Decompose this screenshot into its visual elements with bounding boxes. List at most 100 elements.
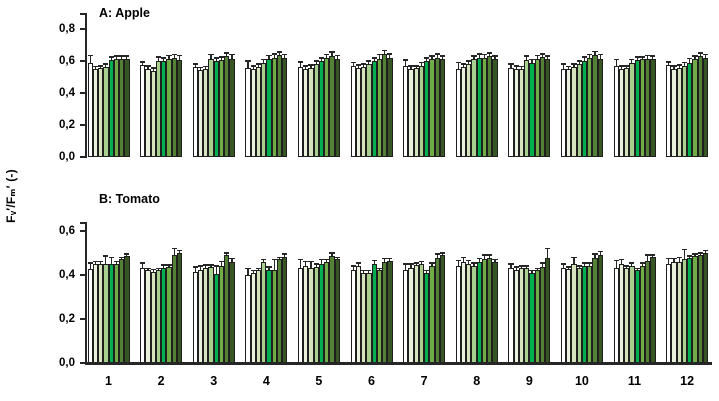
y-tick-mark bbox=[80, 362, 86, 364]
error-bar-cap bbox=[171, 53, 177, 56]
error-bar-cap bbox=[613, 259, 619, 262]
error-bar-cap bbox=[140, 262, 146, 264]
error-bar bbox=[357, 65, 359, 69]
error-bar bbox=[531, 59, 533, 63]
bar-pA-g9-s7 bbox=[539, 57, 546, 157]
error-bar bbox=[268, 55, 270, 59]
error-bar bbox=[473, 56, 475, 60]
error-bar-cap bbox=[255, 63, 261, 65]
error-bar bbox=[315, 61, 317, 65]
error-bar bbox=[547, 248, 549, 259]
bar-pB-g8-s8 bbox=[492, 261, 498, 363]
bar-pA-g3-s7 bbox=[224, 56, 230, 157]
error-bar bbox=[299, 259, 302, 269]
error-bar bbox=[305, 261, 307, 267]
bar-pA-g5-s3 bbox=[308, 68, 314, 157]
error-bar-cap bbox=[455, 259, 461, 262]
error-bar-cap bbox=[355, 64, 361, 66]
panel-a-title: A: Apple bbox=[99, 6, 150, 20]
error-bar bbox=[163, 264, 165, 269]
error-bar-cap bbox=[166, 54, 172, 57]
bar-pA-g12-s2 bbox=[671, 69, 677, 157]
error-bar-cap bbox=[276, 256, 282, 258]
error-bar-cap bbox=[103, 255, 109, 257]
error-bar bbox=[157, 57, 160, 61]
error-bar bbox=[384, 50, 386, 54]
y-tick-label: 0,4 bbox=[59, 268, 75, 281]
error-bar bbox=[89, 262, 91, 270]
error-bar-cap bbox=[613, 58, 619, 61]
error-bar bbox=[415, 262, 417, 265]
error-bar bbox=[536, 55, 538, 59]
error-bar-cap bbox=[434, 253, 440, 255]
error-bar-cap bbox=[297, 61, 304, 63]
error-bar bbox=[121, 257, 123, 260]
error-bar-cap bbox=[224, 252, 230, 254]
error-bar-cap bbox=[192, 63, 198, 65]
error-bar-cap bbox=[376, 53, 382, 56]
error-bar bbox=[331, 52, 333, 57]
error-bar-cap bbox=[171, 247, 177, 250]
bar-pB-g12-s8 bbox=[702, 252, 709, 363]
error-bar bbox=[594, 51, 596, 55]
error-bar-cap bbox=[350, 265, 356, 267]
error-bar-cap bbox=[271, 258, 277, 261]
error-bar-cap bbox=[150, 268, 156, 271]
bar-pA-g2-s7 bbox=[171, 57, 177, 157]
bar-pB-g2-s8 bbox=[176, 252, 183, 363]
error-bar bbox=[315, 263, 317, 268]
bar-pA-g11-s1 bbox=[613, 65, 619, 157]
error-bar-cap bbox=[403, 59, 409, 61]
error-bar-cap bbox=[203, 65, 209, 68]
bar-pA-g10-s8 bbox=[597, 58, 603, 157]
error-bar bbox=[683, 62, 686, 66]
error-bar-cap bbox=[266, 266, 272, 268]
error-bar-cap bbox=[571, 256, 577, 258]
y-tick-label: 0,4 bbox=[59, 87, 75, 99]
error-bar-cap bbox=[155, 56, 162, 58]
error-bar-cap bbox=[361, 269, 367, 272]
error-bar-cap bbox=[155, 267, 162, 270]
bar-pA-g5-s7 bbox=[329, 56, 335, 157]
error-bar-cap bbox=[439, 252, 446, 254]
x-tick-label: 8 bbox=[473, 374, 481, 388]
error-bar-cap bbox=[629, 262, 635, 264]
error-bar bbox=[205, 264, 207, 269]
error-bar-cap bbox=[261, 258, 267, 261]
error-bar-cap bbox=[87, 54, 93, 57]
bar-pB-g1-s8 bbox=[124, 256, 130, 363]
error-bar-cap bbox=[250, 65, 256, 67]
error-bar bbox=[520, 66, 522, 69]
bar-pA-g11-s6 bbox=[639, 59, 645, 157]
error-bar-cap bbox=[692, 55, 698, 57]
bar-pA-g3-s6 bbox=[218, 60, 225, 157]
error-bar bbox=[278, 257, 280, 260]
error-bar bbox=[110, 257, 112, 264]
bar-pA-g9-s5 bbox=[529, 62, 535, 157]
error-bar bbox=[173, 54, 175, 58]
x-tick-label: 4 bbox=[262, 374, 270, 388]
bar-pA-g7-s7 bbox=[434, 57, 440, 157]
error-bar bbox=[263, 259, 265, 262]
error-bar-cap bbox=[466, 259, 472, 262]
error-bar-cap bbox=[666, 61, 672, 63]
x-tick-label: 7 bbox=[420, 374, 428, 388]
error-bar bbox=[100, 261, 102, 264]
error-bar-cap bbox=[624, 265, 630, 267]
error-bar bbox=[226, 252, 228, 256]
error-bar bbox=[220, 261, 223, 267]
error-bar bbox=[405, 263, 407, 271]
error-bar-cap bbox=[571, 63, 577, 65]
bar-pA-g2-s6 bbox=[166, 58, 172, 157]
bar-pB-g9-s8 bbox=[545, 258, 551, 363]
error-bar bbox=[121, 56, 123, 59]
error-bar bbox=[652, 255, 654, 258]
error-bar bbox=[115, 261, 117, 264]
x-axis bbox=[85, 362, 712, 365]
error-bar bbox=[378, 54, 380, 59]
bar-pA-g8-s2 bbox=[460, 67, 467, 157]
error-bar-cap bbox=[92, 65, 98, 68]
error-bar-cap bbox=[371, 57, 377, 59]
bar-pB-g7-s8 bbox=[439, 255, 446, 363]
error-bar bbox=[526, 266, 528, 269]
